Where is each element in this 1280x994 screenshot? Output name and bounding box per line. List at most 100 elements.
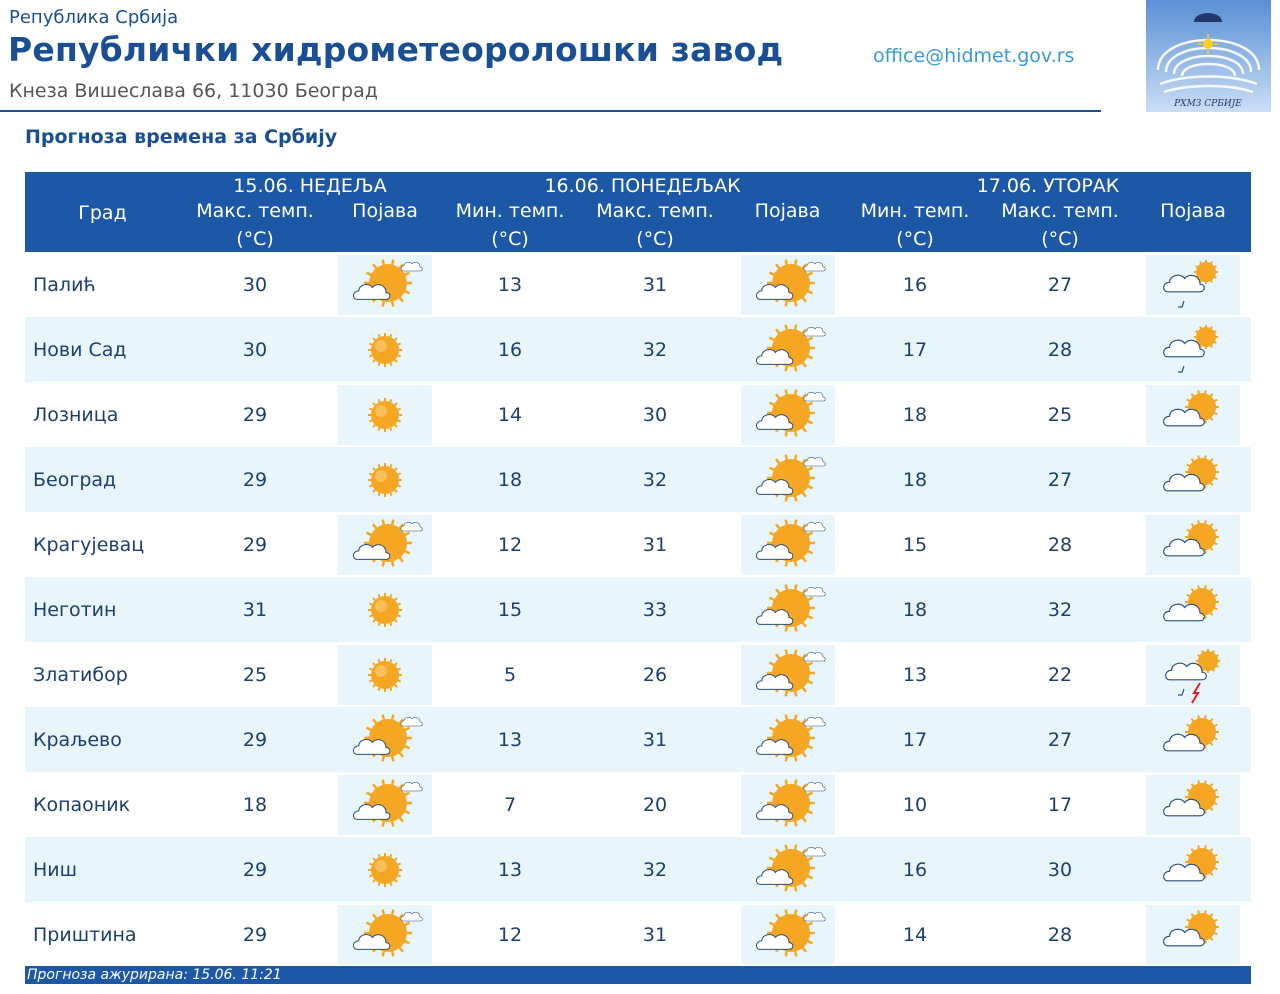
city-name: Ниш — [25, 837, 180, 902]
table-row: Нови Сад 30 16 32 17 28 — [25, 317, 1252, 382]
max-temp-cell: 28 — [985, 902, 1135, 967]
partly-cloudy-icon — [740, 254, 835, 315]
table-header: Град 15.06. НЕДЕЉА 16.06. ПОНЕДЕЉАК 17.0… — [25, 172, 1252, 252]
weather-icon-cell — [330, 252, 440, 317]
cloudy-rain-icon — [1146, 254, 1240, 315]
max-temp-cell: 27 — [985, 252, 1135, 317]
sun-icon — [338, 644, 432, 705]
min-temp-cell: 15 — [440, 577, 580, 642]
max-temp-header: Макс. темп. — [985, 198, 1135, 226]
city-name: Нови Сад — [25, 317, 180, 382]
city-name: Златибор — [25, 642, 180, 707]
email-link[interactable]: office@hidmet.gov.rs — [873, 45, 1075, 67]
address-text: Кнеза Вишеслава 66, 11030 Београд — [9, 80, 378, 102]
min-temp-cell: 16 — [845, 252, 985, 317]
max-temp-cell: 33 — [580, 577, 730, 642]
sun-icon — [338, 839, 432, 900]
city-name: Неготин — [25, 577, 180, 642]
max-temp-cell: 30 — [180, 317, 330, 382]
city-name: Лозница — [25, 382, 180, 447]
min-temp-cell: 7 — [440, 772, 580, 837]
max-temp-cell: 27 — [985, 707, 1135, 772]
thunderstorm-icon — [1146, 644, 1240, 705]
phenomenon-header: Појава — [730, 198, 845, 252]
weather-icon-cell — [730, 642, 845, 707]
min-temp-cell: 16 — [440, 317, 580, 382]
unit-label: (°C) — [180, 226, 330, 252]
max-temp-cell: 32 — [985, 577, 1135, 642]
max-temp-cell: 25 — [985, 382, 1135, 447]
weather-icon-cell — [1135, 902, 1252, 967]
city-name: Копаоник — [25, 772, 180, 837]
weather-icon-cell — [330, 447, 440, 512]
max-temp-cell: 32 — [580, 447, 730, 512]
city-name: Краљево — [25, 707, 180, 772]
weather-icon-cell — [1135, 317, 1252, 382]
table-row: Златибор 25 5 26 13 22 — [25, 642, 1252, 707]
weather-icon-cell — [730, 772, 845, 837]
weather-icon-cell — [330, 512, 440, 577]
weather-icon-cell — [730, 707, 845, 772]
weather-icon-cell — [330, 382, 440, 447]
sun-icon — [338, 449, 432, 510]
weather-icon-cell — [730, 382, 845, 447]
weather-icon-cell — [730, 317, 845, 382]
min-temp-cell: 15 — [845, 512, 985, 577]
min-temp-cell: 14 — [440, 382, 580, 447]
max-temp-cell: 32 — [580, 317, 730, 382]
phenomenon-header: Појава — [1135, 198, 1252, 252]
min-temp-cell: 10 — [845, 772, 985, 837]
max-temp-header: Макс. темп. — [580, 198, 730, 226]
min-temp-header: Мин. темп. — [440, 198, 580, 226]
min-temp-cell: 13 — [845, 642, 985, 707]
table-row: Приштина 29 12 31 14 28 — [25, 902, 1252, 967]
table-row: Палић 30 13 31 16 27 — [25, 252, 1252, 317]
min-temp-cell: 18 — [440, 447, 580, 512]
sun-icon — [338, 384, 432, 445]
unit-label: (°C) — [440, 226, 580, 252]
partly-cloudy-icon — [740, 579, 835, 640]
max-temp-cell: 31 — [580, 707, 730, 772]
day-header-1: 15.06. НЕДЕЉА — [180, 172, 440, 198]
partly-cloudy-icon — [338, 514, 432, 575]
max-temp-cell: 18 — [180, 772, 330, 837]
max-temp-cell: 31 — [580, 252, 730, 317]
weather-icon-cell — [330, 772, 440, 837]
max-temp-cell: 30 — [180, 252, 330, 317]
weather-icon-cell — [1135, 447, 1252, 512]
weather-icon-cell — [730, 902, 845, 967]
day-header-2: 16.06. ПОНЕДЕЉАК — [440, 172, 845, 198]
table-row: Крагујевац 29 12 31 15 28 — [25, 512, 1252, 577]
site-header: Република Србија Републички хидрометеоро… — [0, 0, 1280, 130]
phenomenon-header: Појава — [330, 198, 440, 252]
max-temp-header: Макс. темп. — [180, 198, 330, 226]
weather-icon-cell — [1135, 577, 1252, 642]
update-text: Прогноза ажурирана: 15.06. 11:21 — [27, 967, 282, 983]
min-temp-cell: 13 — [440, 252, 580, 317]
city-column-header: Град — [25, 172, 180, 252]
min-temp-cell: 14 — [845, 902, 985, 967]
sun-icon — [338, 319, 432, 380]
min-temp-cell: 17 — [845, 317, 985, 382]
partly-cloudy-icon — [740, 904, 835, 965]
weather-icon-cell — [730, 447, 845, 512]
forecast-table: Град 15.06. НЕДЕЉА 16.06. ПОНЕДЕЉАК 17.0… — [25, 172, 1252, 967]
header-divider — [0, 110, 1101, 112]
weather-icon-cell — [330, 577, 440, 642]
max-temp-cell: 30 — [580, 382, 730, 447]
max-temp-cell: 28 — [985, 512, 1135, 577]
unit-label: (°C) — [985, 226, 1135, 252]
weather-icon-cell — [1135, 512, 1252, 577]
max-temp-cell: 29 — [180, 447, 330, 512]
mostly-cloudy-icon — [1146, 904, 1240, 965]
mostly-cloudy-icon — [1146, 839, 1240, 900]
partly-cloudy-icon — [740, 449, 835, 510]
weather-icon-cell — [730, 577, 845, 642]
cloudy-rain-icon — [1146, 319, 1240, 380]
max-temp-cell: 32 — [580, 837, 730, 902]
sun-icon — [338, 579, 432, 640]
partly-cloudy-icon — [740, 839, 835, 900]
min-temp-cell: 18 — [845, 447, 985, 512]
min-temp-cell: 12 — [440, 512, 580, 577]
weather-icon-cell — [1135, 772, 1252, 837]
